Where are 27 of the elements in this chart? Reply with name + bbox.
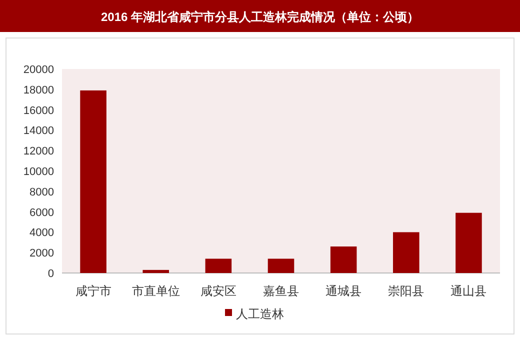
y-tick-label: 16000: [23, 104, 54, 117]
x-tick-label: 通城县: [326, 284, 362, 298]
bar: [330, 246, 357, 273]
y-tick-label: 6000: [30, 206, 54, 219]
y-tick-label: 14000: [23, 125, 54, 138]
y-tick-label: 2000: [30, 248, 54, 260]
bar: [268, 258, 294, 273]
y-tick-label: 4000: [30, 227, 54, 240]
bar: [393, 232, 420, 273]
y-tick-label: 18000: [23, 84, 54, 96]
legend-label: 人工造林: [236, 307, 284, 321]
y-tick-label: 0: [48, 268, 54, 280]
y-tick-label: 20000: [23, 64, 54, 76]
x-tick-label: 嘉鱼县: [263, 284, 299, 298]
bar: [142, 270, 169, 273]
bar: [80, 90, 106, 273]
y-tick-label: 12000: [23, 146, 54, 158]
x-tick-label: 崇阳县: [388, 284, 424, 298]
bar: [456, 212, 482, 273]
x-tick-label: 市直单位: [132, 284, 180, 298]
x-tick-label: 通山县: [450, 284, 487, 298]
chart-title: 2016 年湖北省咸宁市分县人工造林完成情况（单位：公顷）: [100, 10, 420, 24]
x-tick-label: 咸宁市: [75, 284, 112, 298]
y-tick-label: 10000: [23, 166, 54, 178]
x-tick-label: 咸安区: [200, 284, 236, 298]
bar: [205, 258, 232, 273]
y-tick-label: 8000: [30, 186, 54, 198]
